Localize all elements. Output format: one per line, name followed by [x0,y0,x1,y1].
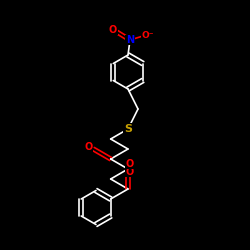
Text: O: O [109,25,117,35]
Text: O: O [84,142,92,152]
Text: O: O [126,167,134,177]
Text: S: S [124,124,132,134]
Text: O⁻: O⁻ [142,32,154,40]
Text: O: O [126,159,134,169]
Text: N: N [126,35,134,45]
